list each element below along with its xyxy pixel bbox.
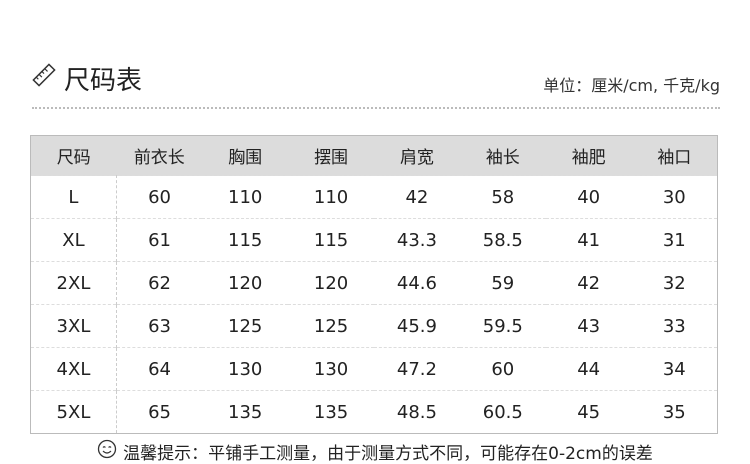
column-header: 袖长 [459,135,546,176]
table-cell: 125 [288,304,374,348]
table-cell: 30 [631,175,718,219]
table-cell: 33 [631,304,718,348]
table-cell: 60 [116,175,203,219]
table-cell: 62 [116,261,203,305]
table-cell: 135 [202,390,289,434]
table-cell: 47.2 [374,347,460,391]
unit-label: 单位：厘米/cm, 千克/kg [543,76,720,95]
title-text: 尺码表 [64,66,143,96]
column-header: 尺码 [30,135,117,176]
table-cell: 5XL [30,390,117,434]
footer-tip: 温馨提示：平铺手工测量，由于测量方式不同，可能存在0-2cm的误差 [0,439,750,464]
table-row: XL 61 115 115 43.3 58.5 41 31 [30,218,718,262]
table-cell: 59 [459,261,546,305]
table-cell: 43.3 [374,218,460,262]
table-cell: 64 [116,347,203,391]
table-cell: 34 [631,347,718,391]
table-cell: 48.5 [374,390,460,434]
table-cell: 35 [631,390,718,434]
table-cell: 110 [202,175,289,219]
table-cell: 40 [545,175,632,219]
table-row: 4XL 64 130 130 47.2 60 44 34 [30,347,718,391]
table-cell: 110 [288,175,374,219]
table-cell: 65 [116,390,203,434]
table-cell: 125 [202,304,289,348]
table-cell: 42 [374,175,460,219]
table-cell: 60.5 [459,390,546,434]
smiley-icon [97,439,117,464]
table-cell: 120 [288,261,374,305]
table-row: L 60 110 110 42 58 40 30 [30,175,718,219]
tip-text: 温馨提示：平铺手工测量，由于测量方式不同，可能存在0-2cm的误差 [123,444,653,464]
table-cell: 120 [202,261,289,305]
table-cell: 60 [459,347,546,391]
table-cell: 3XL [30,304,117,348]
ruler-icon [32,63,64,94]
size-table: 尺码 前衣长 胸围 摆围 肩宽 袖长 袖肥 袖口 L 60 110 110 42 58 40 30 XL 61 1… [30,135,718,434]
table-cell: XL [30,218,117,262]
column-header: 摆围 [288,135,374,176]
column-header: 袖口 [631,135,718,176]
table-cell: 115 [202,218,289,262]
table-cell: 2XL [30,261,117,305]
table-cell: 45 [545,390,632,434]
table-cell: 59.5 [459,304,546,348]
table-cell: 58 [459,175,546,219]
table-cell: 130 [202,347,289,391]
table-cell: 31 [631,218,718,262]
table-cell: 63 [116,304,203,348]
column-header: 胸围 [202,135,289,176]
table-row: 5XL 65 135 135 48.5 60.5 45 35 [30,390,718,434]
table-cell: 41 [545,218,632,262]
column-header: 前衣长 [116,135,203,176]
table-cell: 43 [545,304,632,348]
table-cell: 45.9 [374,304,460,348]
table-cell: 44.6 [374,261,460,305]
table-row: 2XL 62 120 120 44.6 59 42 32 [30,261,718,305]
table-cell: 4XL [30,347,117,391]
table-cell: 44 [545,347,632,391]
table-cell: 61 [116,218,203,262]
table-cell: 58.5 [459,218,546,262]
table-cell: L [30,175,117,219]
table-row: 3XL 63 125 125 45.9 59.5 43 33 [30,304,718,348]
table-cell: 130 [288,347,374,391]
table-cell: 32 [631,261,718,305]
divider [32,107,720,109]
column-header: 袖肥 [545,135,632,176]
table-cell: 135 [288,390,374,434]
table-cell: 115 [288,218,374,262]
table-cell: 42 [545,261,632,305]
page-title: 尺码表 [32,60,142,97]
column-header: 肩宽 [374,135,460,176]
